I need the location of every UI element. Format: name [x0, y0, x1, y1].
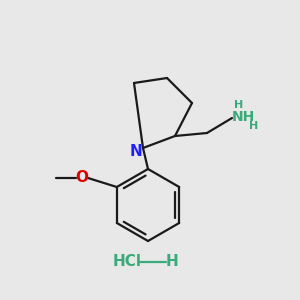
Text: HCl: HCl	[112, 254, 142, 269]
Text: H: H	[234, 100, 243, 110]
Text: NH: NH	[232, 110, 255, 124]
Text: N: N	[130, 143, 142, 158]
Text: O: O	[76, 170, 88, 185]
Text: H: H	[166, 254, 178, 269]
Text: H: H	[249, 121, 258, 131]
